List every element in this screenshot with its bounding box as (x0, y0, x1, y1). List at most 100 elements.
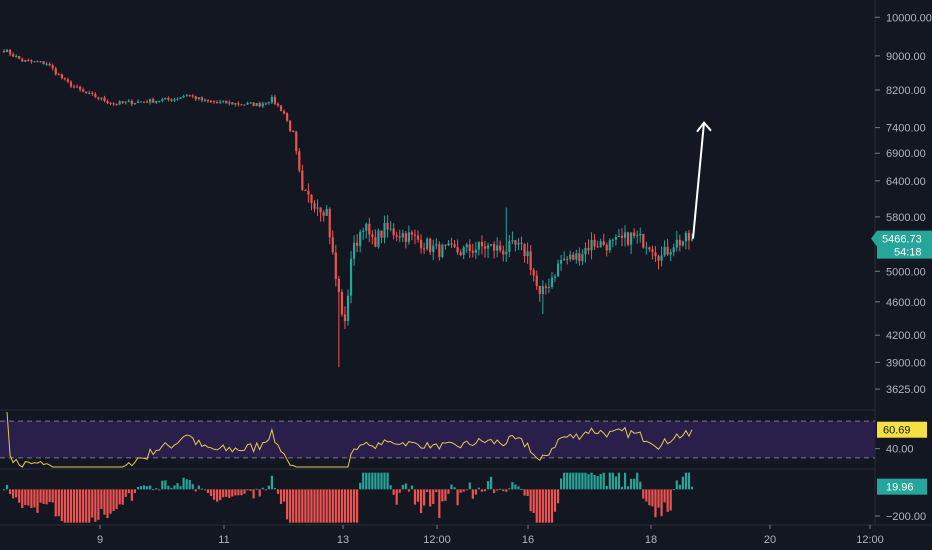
momentum-bar[interactable] (343, 489, 347, 523)
candle-body[interactable] (471, 250, 474, 253)
candle-body[interactable] (139, 101, 143, 103)
momentum-value-badge[interactable] (877, 478, 927, 495)
candle-body[interactable] (493, 244, 496, 251)
momentum-bar[interactable] (596, 476, 599, 490)
momentum-bar[interactable] (261, 487, 264, 490)
candle-body[interactable] (529, 251, 532, 270)
candle-body[interactable] (267, 102, 270, 104)
momentum-bar[interactable] (416, 489, 420, 502)
candle-body[interactable] (514, 240, 517, 245)
candle-body[interactable] (654, 252, 657, 257)
momentum-bar[interactable] (24, 489, 27, 505)
candle-body[interactable] (569, 254, 572, 259)
candle-body[interactable] (121, 101, 124, 103)
momentum-bar[interactable] (209, 489, 213, 497)
last-price-badge[interactable] (871, 230, 932, 259)
candle-body[interactable] (620, 235, 624, 238)
candle-body[interactable] (535, 275, 538, 286)
momentum-bar[interactable] (45, 489, 48, 505)
momentum-bar[interactable] (352, 489, 356, 523)
momentum-bar[interactable] (374, 472, 377, 490)
rsi-line[interactable] (6, 411, 693, 468)
momentum-bar[interactable] (191, 484, 194, 490)
candle-body[interactable] (553, 276, 557, 278)
momentum-bar[interactable] (626, 486, 630, 490)
candle-body[interactable] (477, 242, 481, 250)
momentum-bar[interactable] (575, 472, 578, 490)
momentum-bar[interactable] (480, 489, 484, 492)
momentum-bar[interactable] (605, 485, 608, 490)
momentum-bar[interactable] (459, 489, 462, 493)
candle-body[interactable] (642, 233, 645, 248)
momentum-bar[interactable] (651, 489, 654, 507)
candle-body[interactable] (322, 212, 325, 216)
candle-body[interactable] (127, 100, 130, 102)
candle-body[interactable] (426, 238, 429, 249)
momentum-bar[interactable] (136, 486, 140, 490)
momentum-bar[interactable] (614, 476, 617, 490)
candle-body[interactable] (480, 242, 484, 247)
candle-body[interactable] (69, 81, 73, 87)
candle-body[interactable] (675, 239, 678, 248)
candle-body[interactable] (368, 223, 371, 235)
momentum-bar[interactable] (419, 489, 423, 514)
candle-body[interactable] (474, 249, 477, 253)
momentum-bar[interactable] (182, 477, 185, 490)
candle-body[interactable] (8, 49, 12, 55)
candle-body[interactable] (100, 97, 103, 99)
candle-body[interactable] (343, 314, 347, 321)
momentum-bar[interactable] (566, 472, 569, 490)
candle-body[interactable] (164, 97, 167, 100)
candle-body[interactable] (63, 78, 66, 80)
candle-body[interactable] (170, 99, 173, 101)
momentum-bar[interactable] (82, 489, 85, 523)
momentum-bar[interactable] (179, 486, 182, 490)
price-axis[interactable]: 10000.00 9000.00 8200.00 7400.00 6900.00 6400… (871, 12, 932, 396)
momentum-bar[interactable] (356, 489, 359, 523)
momentum-bar[interactable] (54, 489, 57, 517)
candle-body[interactable] (587, 248, 590, 251)
momentum-bar[interactable] (173, 485, 176, 490)
momentum-bar[interactable] (152, 489, 155, 491)
momentum-bar[interactable] (550, 489, 554, 523)
momentum-bar[interactable] (79, 489, 82, 523)
candle-body[interactable] (419, 239, 423, 249)
momentum-bar[interactable] (15, 489, 18, 498)
candle-body[interactable] (30, 60, 33, 62)
momentum-bar[interactable] (197, 485, 200, 490)
candle-body[interactable] (599, 241, 602, 248)
momentum-bar[interactable] (97, 489, 100, 520)
candle-body[interactable] (54, 68, 57, 75)
momentum-bar[interactable] (377, 472, 380, 490)
momentum-bar[interactable] (620, 486, 624, 490)
candle-body[interactable] (295, 131, 298, 152)
candle-body[interactable] (209, 100, 213, 102)
momentum-bar[interactable] (33, 489, 36, 508)
candle-body[interactable] (453, 244, 456, 248)
candle-body[interactable] (273, 96, 277, 104)
momentum-bar[interactable] (142, 485, 146, 490)
momentum-bar[interactable] (654, 489, 657, 518)
candle-body[interactable] (264, 103, 267, 105)
momentum-bar[interactable] (386, 472, 389, 490)
momentum-bar[interactable] (349, 489, 353, 523)
candle-body[interactable] (340, 291, 344, 315)
candle-body[interactable] (88, 92, 91, 94)
momentum-bar[interactable] (249, 489, 252, 491)
candle-body[interactable] (51, 65, 54, 69)
candle-body[interactable] (57, 74, 60, 76)
momentum-bar[interactable] (164, 480, 167, 490)
momentum-bar[interactable] (660, 489, 663, 517)
momentum-bar[interactable] (158, 489, 161, 491)
momentum-bar[interactable] (608, 472, 611, 490)
candle-body[interactable] (15, 56, 18, 58)
momentum-bar[interactable] (401, 484, 404, 490)
momentum-bar[interactable] (188, 479, 191, 490)
candle-body[interactable] (362, 230, 365, 232)
momentum-bar[interactable] (133, 489, 137, 493)
momentum-bar[interactable] (91, 489, 94, 518)
candle-body[interactable] (563, 258, 566, 261)
price-pane[interactable] (2, 48, 712, 368)
momentum-bar[interactable] (340, 489, 344, 523)
candle-body[interactable] (45, 63, 48, 65)
